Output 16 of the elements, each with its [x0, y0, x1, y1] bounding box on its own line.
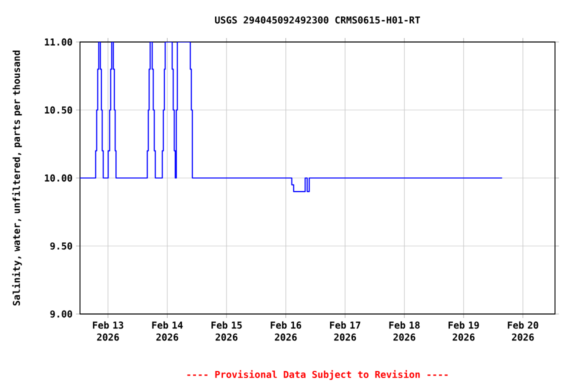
text: ---- Provisional Data Subject to Revision ----: [187, 370, 448, 380]
x-tick-label: Feb 14 2026: [152, 321, 183, 341]
x-tick-label: Feb 13 2026: [92, 321, 124, 341]
x-tick-label: Feb 16 2026: [270, 321, 302, 341]
chart-title: USGS 294045092492300 CRMS0615-H01-RT: [215, 16, 420, 24]
x-tick-label: Feb 19 2026: [448, 321, 479, 341]
y-axis-title: Salinity, water, unfiltered, parts per thousand: [12, 50, 22, 306]
x-tick-label: Feb 18 2026: [389, 321, 420, 341]
y-tick-label: 9.50: [50, 242, 72, 250]
y-tick-label: 11.00: [44, 38, 72, 46]
x-tick-label: Feb 20 2026: [508, 321, 538, 341]
y-tick-label: 10.50: [44, 106, 72, 114]
y-tick-label: 10.00: [44, 174, 72, 182]
y-tick-label: 9.00: [50, 310, 72, 318]
x-tick-label: Feb 17 2026: [330, 321, 360, 341]
x-tick-label: Feb 15 2026: [211, 321, 242, 341]
